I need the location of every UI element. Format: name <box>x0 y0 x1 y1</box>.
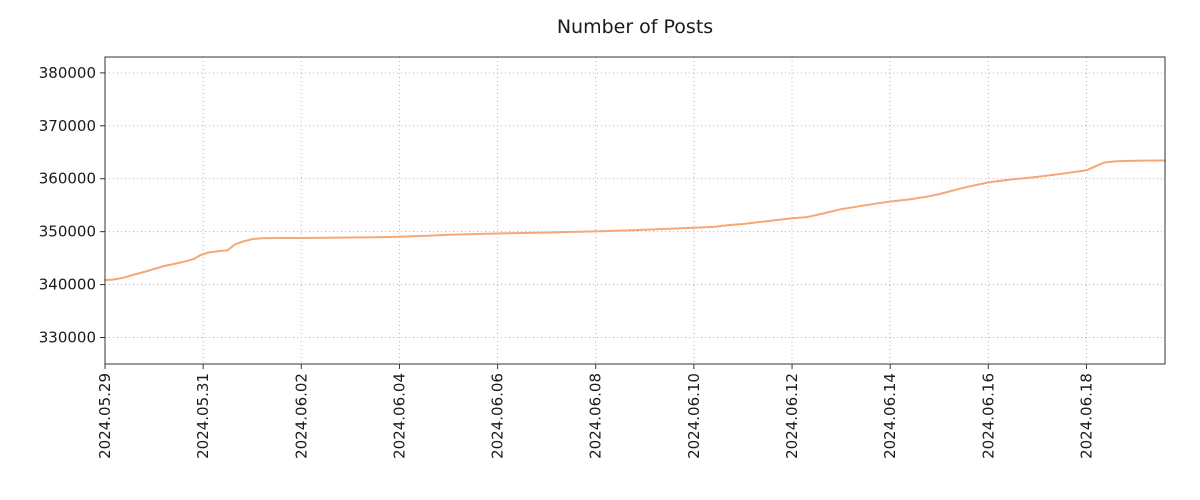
x-tick-label: 2024.05.31 <box>194 373 212 459</box>
x-tick-label: 2024.06.10 <box>685 373 703 459</box>
x-tick-label: 2024.06.18 <box>1077 373 1095 459</box>
x-tick-label: 2024.06.06 <box>489 373 507 459</box>
y-tick-label: 370000 <box>39 117 96 135</box>
x-tick-label: 2024.06.14 <box>881 373 899 459</box>
y-tick-label: 330000 <box>39 329 96 347</box>
plot-border <box>104 56 1166 365</box>
x-tick-label: 2024.06.16 <box>979 373 997 459</box>
x-tick-label: 2024.06.12 <box>783 373 801 459</box>
x-tick-label: 2024.06.08 <box>587 373 605 459</box>
y-tick-label: 360000 <box>39 170 96 188</box>
series-line <box>104 159 1166 282</box>
y-tick-label: 340000 <box>39 276 96 294</box>
x-tick-label: 2024.05.29 <box>96 373 114 459</box>
x-tick-label: 2024.06.02 <box>292 373 310 459</box>
chart-title: Number of Posts <box>556 16 714 38</box>
y-tick-label: 380000 <box>39 64 96 82</box>
y-tick-label: 350000 <box>39 223 96 241</box>
x-tick-label: 2024.06.04 <box>390 373 408 459</box>
